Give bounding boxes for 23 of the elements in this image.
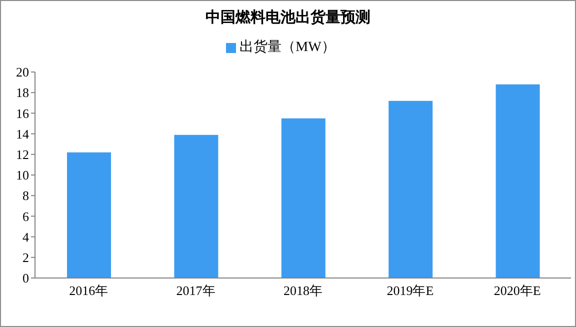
y-tick-label: 12 (16, 147, 29, 162)
y-tick-label: 8 (22, 188, 29, 204)
x-tick-label: 2020年E (494, 283, 541, 298)
x-tick-label: 2019年E (386, 283, 434, 298)
bar (388, 100, 433, 278)
y-tick-label: 14 (16, 126, 30, 142)
legend-label: 出货量（MW） (240, 40, 336, 55)
y-tick-label: 10 (16, 168, 29, 183)
bar (174, 134, 218, 278)
bar (281, 118, 326, 278)
bar (496, 84, 540, 278)
y-tick-label: 16 (16, 106, 30, 121)
y-tick-label: 20 (16, 64, 29, 80)
y-tick-label: 0 (22, 270, 29, 286)
x-tick-label: 2018年 (284, 283, 322, 298)
y-tick-label: 4 (22, 229, 30, 244)
x-tick-label: 2016年 (69, 283, 108, 298)
y-tick-label: 6 (22, 208, 30, 224)
x-tick-label: 2017年 (176, 283, 216, 298)
y-tick-label: 2 (22, 250, 29, 266)
chart-title: 中国燃料电池出货量预测 (204, 8, 372, 27)
y-tick-label: 18 (16, 85, 29, 100)
bar (67, 152, 111, 278)
